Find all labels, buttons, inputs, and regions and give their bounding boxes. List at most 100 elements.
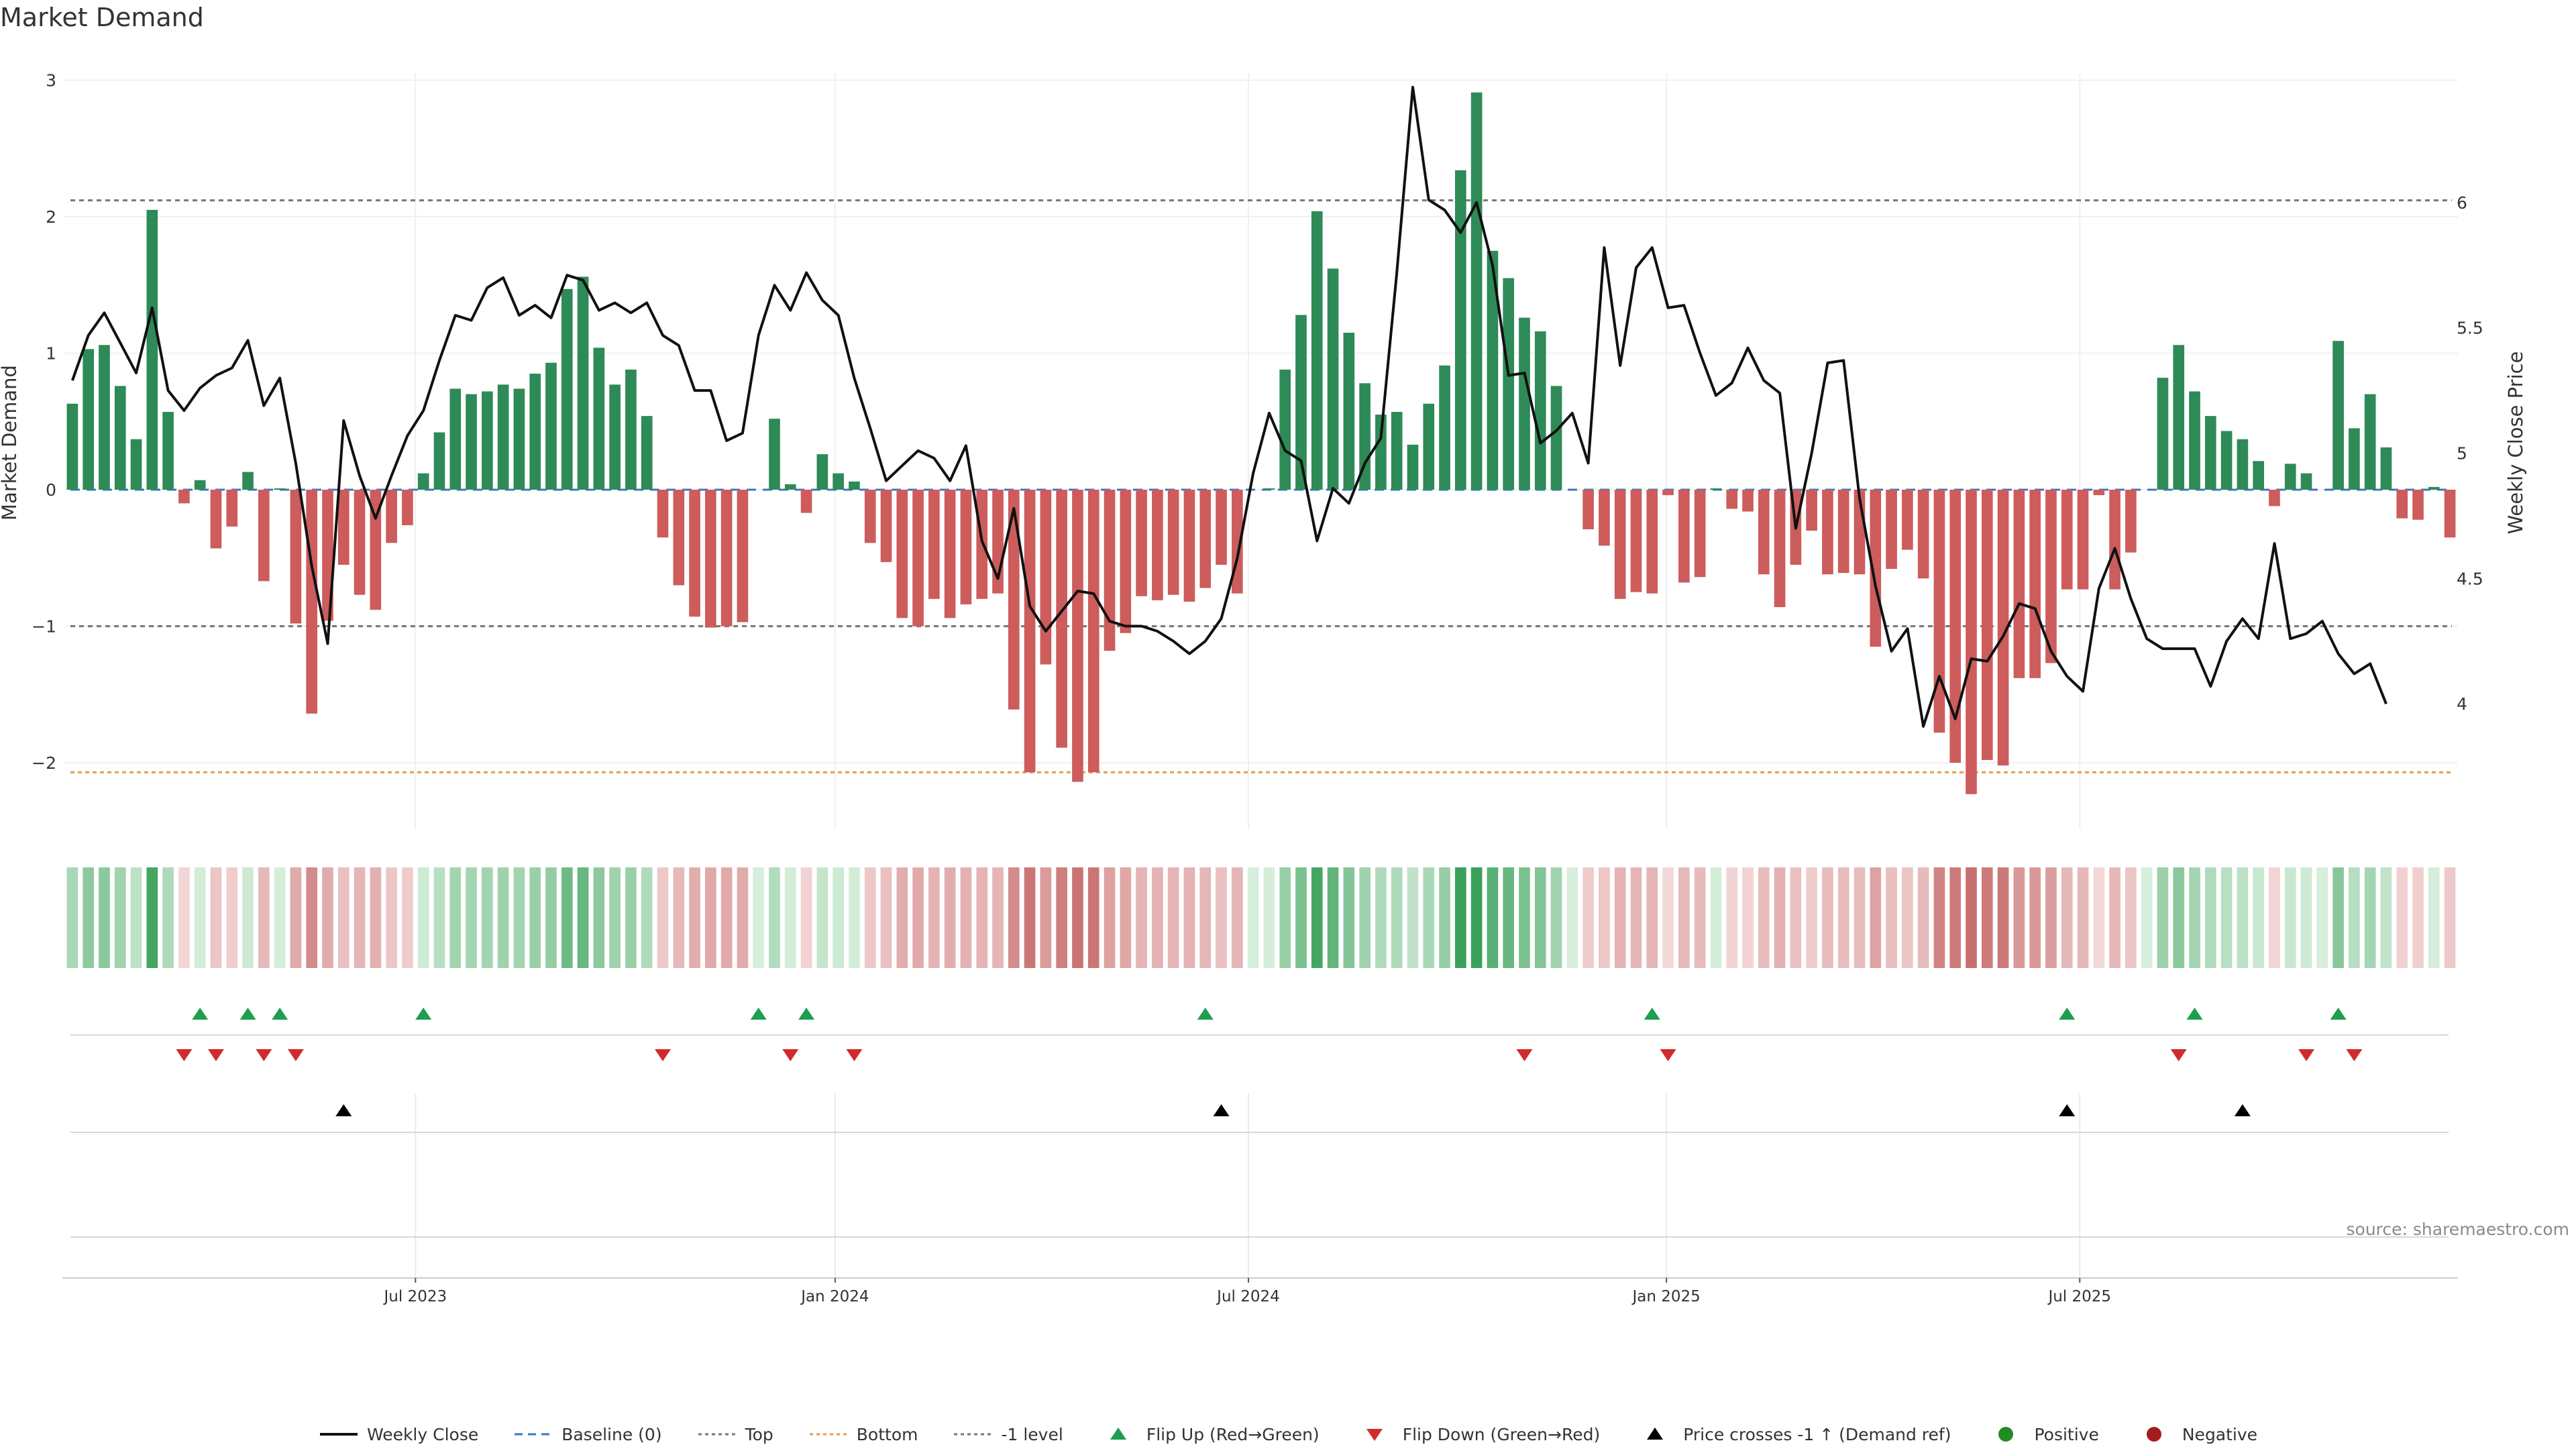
demand-bar — [2380, 447, 2392, 490]
demand-bar — [1199, 490, 1212, 588]
heat-cell — [433, 867, 445, 968]
heat-cell — [466, 867, 477, 968]
demand-bar — [1519, 317, 1530, 490]
heat-cell — [2237, 867, 2249, 968]
heat-cell — [2029, 867, 2041, 968]
demand-bar — [833, 473, 844, 490]
heat-cell — [833, 867, 844, 968]
heat-cell — [1008, 867, 1020, 968]
flip-down-marker — [176, 1049, 193, 1061]
heat-cell — [1726, 867, 1738, 968]
demand-bar — [226, 490, 238, 527]
flip-down-marker — [2298, 1049, 2315, 1061]
demand-bar — [577, 276, 589, 490]
demand-bar — [2061, 490, 2073, 590]
flip-down-marker — [846, 1049, 863, 1061]
legend-item: Negative — [2134, 1424, 2257, 1444]
heat-cell — [130, 867, 142, 968]
heat-cell — [1279, 867, 1291, 968]
source-credit: source: sharemaestro.com — [2346, 1220, 2570, 1239]
heat-cell — [625, 867, 637, 968]
flip-up-marker — [1644, 1008, 1660, 1020]
heat-cell — [880, 867, 892, 968]
heat-cell — [2380, 867, 2392, 968]
legend-item: Top — [697, 1424, 773, 1444]
flip-up-marker — [798, 1008, 815, 1020]
demand-bar — [561, 288, 573, 490]
demand-bar — [1056, 490, 1067, 748]
demand-bar — [1327, 268, 1339, 490]
heat-cell — [593, 867, 605, 968]
heat-cell — [2396, 867, 2408, 968]
market-demand-chart: −2 −1 0 1 2 3 4 4.5 5 5.5 6 Market Demand Weekly Clo… — [0, 71, 2527, 1306]
demand-bar — [1407, 444, 1419, 490]
legend-symbol — [2134, 1424, 2174, 1444]
legend-symbol — [953, 1424, 993, 1444]
demand-bar — [1886, 490, 1897, 570]
heat-cell — [1949, 867, 1962, 968]
demand-bar — [545, 362, 557, 490]
heat-cell — [83, 867, 95, 968]
heat-cell — [816, 867, 828, 968]
demand-bar — [641, 416, 653, 490]
right-tick-label: 6 — [2457, 193, 2467, 213]
demand-bar — [2029, 490, 2041, 678]
demand-bar — [625, 369, 637, 490]
demand-bar — [2109, 490, 2121, 590]
demand-bar — [880, 490, 892, 562]
demand-bar — [1758, 490, 1770, 575]
legend-symbol — [319, 1424, 359, 1444]
demand-bar — [1902, 490, 1913, 550]
heat-cell — [1646, 867, 1658, 968]
heat-cell — [2157, 867, 2169, 968]
heat-cell — [1503, 867, 1515, 968]
heat-cell — [210, 867, 222, 968]
heat-cell — [306, 867, 318, 968]
demand-bar — [2045, 490, 2057, 663]
demand-bar — [258, 490, 270, 582]
heat-cell — [1295, 867, 1307, 968]
legend-up-triangle — [1110, 1428, 1126, 1440]
heat-cell — [1981, 867, 1993, 968]
heat-cell — [2093, 867, 2105, 968]
demand-bar — [130, 439, 142, 490]
right-tick-label: 4.5 — [2457, 569, 2483, 588]
demand-bar — [720, 490, 733, 627]
heat-cell — [1375, 867, 1387, 968]
heat-cell — [1854, 867, 1866, 968]
demand-bar — [2220, 431, 2233, 490]
heat-cell — [2013, 867, 2025, 968]
demand-bar — [849, 481, 860, 490]
demand-bar — [2189, 391, 2200, 490]
heat-cell — [2125, 867, 2137, 968]
page-title: Market Demand — [0, 3, 204, 32]
heat-cell — [402, 867, 413, 968]
flip-up-marker — [2186, 1008, 2203, 1020]
right-tick-label: 4 — [2457, 694, 2467, 714]
heat-cell — [1183, 867, 1195, 968]
demand-bar — [2428, 486, 2440, 490]
heat-cell — [609, 867, 621, 968]
heat-cell — [960, 867, 972, 968]
heat-cell — [1455, 867, 1466, 968]
legend-label: Flip Up (Red→Green) — [1146, 1424, 1320, 1444]
heat-cell — [1614, 867, 1626, 968]
heat-cell — [66, 867, 78, 968]
demand-bar — [1534, 331, 1546, 490]
legend-symbol — [1635, 1424, 1675, 1444]
demand-bar — [1981, 490, 1993, 760]
heat-cell — [1104, 867, 1116, 968]
demand-bar — [1678, 490, 1690, 583]
demand-bar — [1694, 490, 1706, 578]
demand-bar — [2157, 378, 2169, 490]
right-tick-label: 5.5 — [2457, 319, 2483, 338]
legend-label: Price crosses -1 ↑ (Demand ref) — [1683, 1424, 1951, 1444]
heat-cell — [2332, 867, 2344, 968]
heat-cell — [1152, 867, 1163, 968]
flip-up-marker — [1197, 1008, 1214, 1020]
legend-item: Price crosses -1 ↑ (Demand ref) — [1635, 1424, 1951, 1444]
demand-bar — [1152, 490, 1163, 600]
heat-cell — [849, 867, 860, 968]
demand-bar — [1870, 490, 1882, 647]
heat-cell — [417, 867, 429, 968]
